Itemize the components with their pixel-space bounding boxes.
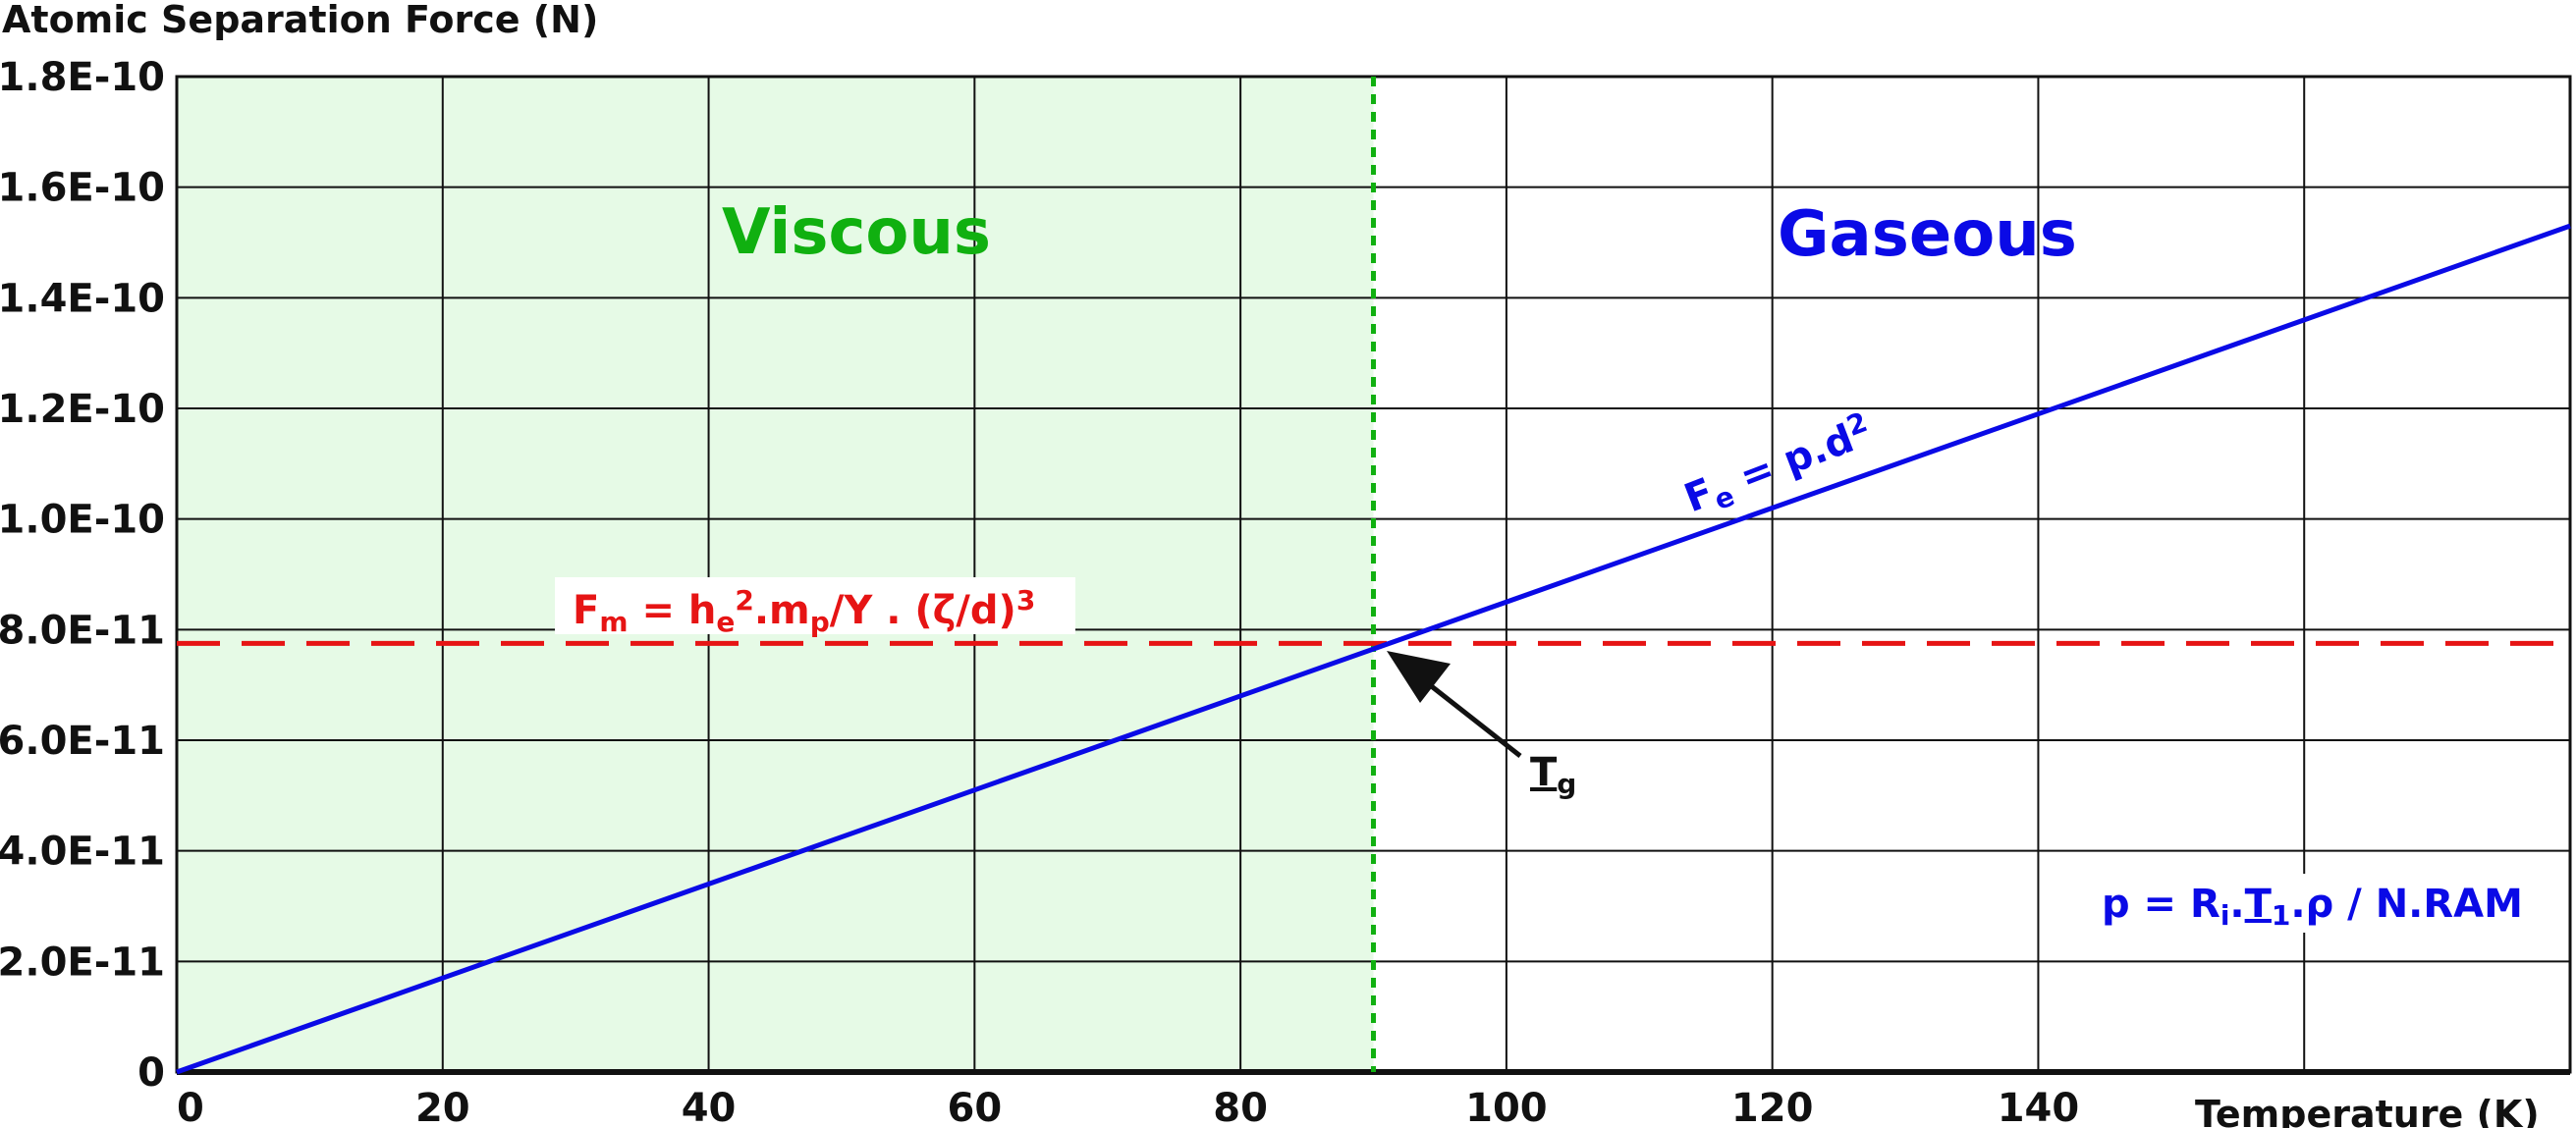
- tg-arrow-shaft: [1427, 682, 1522, 758]
- p-formula-backing: [2087, 874, 2539, 933]
- x-tick-label: 0: [177, 1086, 204, 1128]
- y-tick-label: 1.0E-10: [0, 498, 165, 543]
- y-tick-label: 0: [137, 1050, 165, 1096]
- x-tick-label: 120: [1731, 1086, 1814, 1128]
- x-tick-label: 40: [682, 1086, 737, 1128]
- fm-formula-eq-h: = h: [629, 588, 717, 633]
- tg-label-T: T: [1530, 750, 1558, 795]
- p-formula-T: T: [2245, 882, 2273, 927]
- p-formula-p-eq-R: p = R: [2102, 882, 2220, 927]
- fm-formula-backing: [555, 577, 1075, 634]
- fe-formula-rest: = p.d: [1721, 416, 1859, 506]
- y-tick-label: 4.0E-11: [0, 830, 165, 875]
- fm-formula-sub-e: e: [716, 606, 735, 638]
- tg-label-backing: [1522, 744, 1581, 803]
- fm-formula-F: F: [573, 588, 599, 633]
- y-axis-title: Atomic Separation Force (N): [2, 0, 598, 41]
- p-formula-dot: .: [2229, 882, 2244, 927]
- fm-formula-dot-m: .m: [754, 588, 810, 633]
- x-tick-label: 100: [1465, 1086, 1548, 1128]
- p-formula-rest: .ρ / N.RAM: [2290, 882, 2523, 927]
- x-tick-label: 60: [947, 1086, 1002, 1128]
- p-formula-label: p = Ri.T1.ρ / N.RAM: [2102, 882, 2523, 932]
- fm-formula-sub-p: p: [810, 606, 830, 638]
- x-tick-label: 80: [1213, 1086, 1268, 1128]
- fm-formula-rest: /Y . (ζ/d): [830, 588, 1016, 633]
- y-tick-label: 6.0E-11: [0, 719, 165, 764]
- y-tick-label: 1.8E-10: [0, 55, 165, 100]
- y-tick-label: 2.0E-11: [0, 940, 165, 985]
- tg-label-sub-g: g: [1557, 768, 1576, 800]
- y-tick-label: 1.6E-10: [0, 166, 165, 211]
- y-tick-labels: 0 2.0E-11 4.0E-11 6.0E-11 8.0E-11 1.0E-10 1.2E…: [0, 55, 165, 1096]
- fm-formula-sub-m: m: [599, 606, 628, 638]
- x-tick-labels: 0 20 40 60 80 100 120 140: [177, 1086, 2079, 1128]
- y-tick-label: 1.2E-10: [0, 387, 165, 432]
- series-fe-line: [176, 223, 2571, 1075]
- x-tick-label: 140: [1998, 1086, 2080, 1128]
- y-tick-label: 8.0E-11: [0, 608, 165, 653]
- p-formula-sub-i: i: [2220, 899, 2230, 932]
- y-tick-label: 1.4E-10: [0, 276, 165, 321]
- fm-formula-sup-3: 3: [1016, 584, 1035, 617]
- x-axis-title: Temperature (K): [2195, 1093, 2540, 1128]
- tg-arrow-head: [1387, 651, 1451, 703]
- viscous-region-shading: [177, 77, 1374, 1072]
- fm-formula-sup-2: 2: [735, 584, 753, 617]
- p-formula-sub-1: 1: [2272, 899, 2290, 932]
- region-label-gaseous: Gaseous: [1778, 198, 2077, 271]
- region-label-viscous: Viscous: [722, 196, 991, 269]
- tg-label: Tg: [1530, 750, 1576, 800]
- fm-formula-label: Fm = he2.mp/Y . (ζ/d)3: [573, 584, 1035, 638]
- x-tick-label: 20: [415, 1086, 470, 1128]
